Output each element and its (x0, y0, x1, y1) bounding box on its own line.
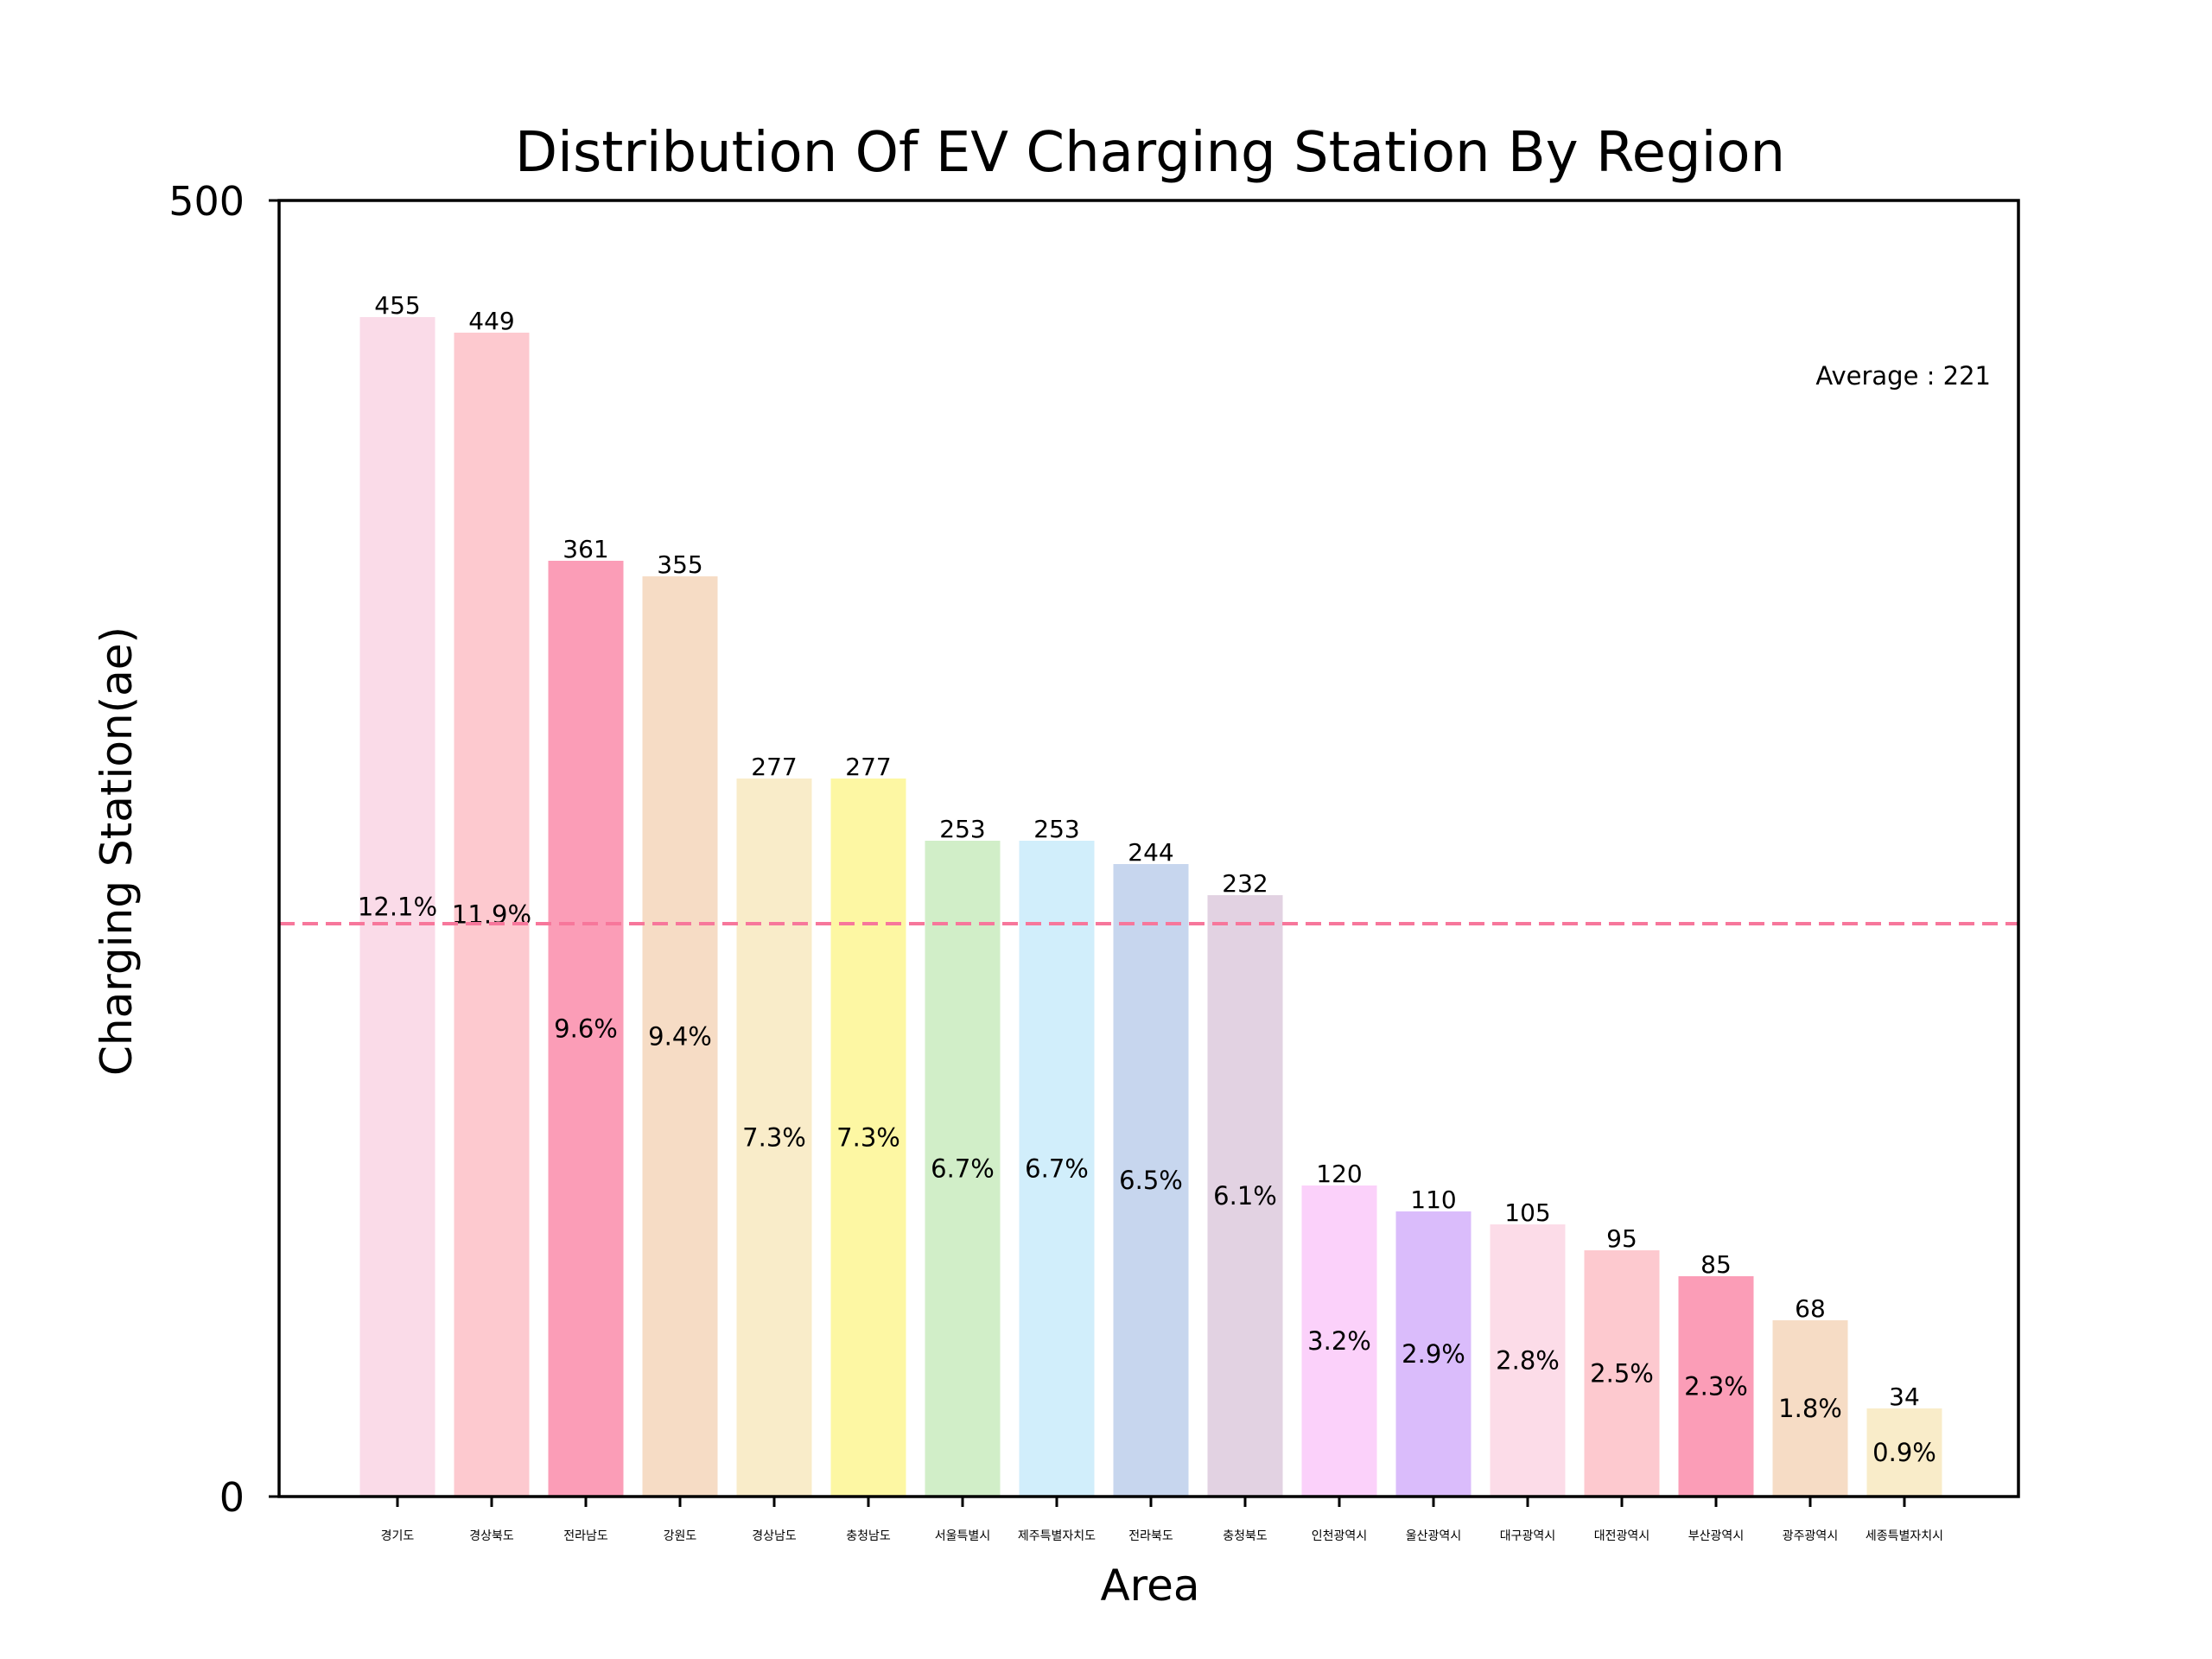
x-tick-label: 전라북도 (1128, 1529, 1173, 1543)
bar-percent-label: 2.9% (1402, 1339, 1465, 1369)
x-tick-label: 광주광역시 (1783, 1529, 1838, 1543)
x-tick-label: 충청남도 (846, 1529, 891, 1543)
bar (359, 317, 435, 1497)
bar-percent-label: 12.1% (358, 893, 437, 922)
bar-value-label: 68 (1795, 1294, 1826, 1323)
bar (1207, 895, 1283, 1497)
bar (736, 779, 812, 1497)
bar-value-label: 253 (939, 815, 985, 843)
x-tick-label: 대전광역시 (1594, 1529, 1649, 1543)
bar-percent-label: 3.2% (1307, 1326, 1371, 1356)
x-tick-label: 경상남도 (752, 1529, 797, 1543)
bar-percent-label: 6.5% (1119, 1166, 1183, 1195)
bar (1490, 1224, 1566, 1497)
bar (1113, 864, 1189, 1497)
x-tick-label: 충청북도 (1223, 1529, 1268, 1543)
bar-value-label: 253 (1033, 815, 1079, 843)
bar (1395, 1211, 1471, 1497)
bar (548, 561, 624, 1497)
x-tick-label: 대구광역시 (1500, 1529, 1555, 1543)
bar-value-label: 105 (1504, 1198, 1550, 1227)
bar-value-label: 455 (374, 291, 420, 320)
bar (1866, 1408, 1942, 1497)
bar (642, 576, 718, 1497)
bar-value-label: 120 (1316, 1160, 1362, 1188)
bar-percent-label: 2.8% (1496, 1346, 1560, 1376)
bar-percent-label: 2.5% (1590, 1359, 1654, 1389)
y-tick-label: 0 (219, 1474, 245, 1521)
x-tick-label: 인천광역시 (1312, 1529, 1367, 1543)
x-axis-label: Area (1100, 1560, 1199, 1611)
x-tick-label: 세종특별자치시 (1866, 1529, 1943, 1543)
bar (454, 333, 530, 1497)
x-tick-label: 전라남도 (563, 1529, 608, 1543)
bar-value-label: 95 (1606, 1224, 1637, 1253)
x-tick-label: 부산광역시 (1688, 1529, 1744, 1543)
bar-percent-label: 1.8% (1778, 1394, 1842, 1423)
bar-value-label: 449 (468, 307, 514, 335)
bar (1584, 1250, 1660, 1497)
bar-value-label: 361 (563, 535, 608, 563)
x-tick-label: 강원도 (664, 1529, 697, 1543)
bar-value-label: 85 (1700, 1250, 1732, 1279)
bar-percent-label: 7.3% (836, 1123, 900, 1153)
bar-percent-label: 6.7% (1025, 1154, 1089, 1184)
bar (1678, 1276, 1754, 1497)
x-tick-label: 울산광역시 (1406, 1529, 1461, 1543)
bar-percent-label: 2.3% (1684, 1372, 1748, 1402)
bar-value-label: 277 (845, 753, 891, 781)
x-tick-label: 경상북도 (469, 1529, 514, 1543)
axes-layer: 0 500 경기도 경상북도 전라남도 강원도 경상남도 충청남도 서울특별시 제주특별자치도 전라… (168, 178, 1943, 1543)
bar-percent-label: 6.7% (931, 1154, 995, 1184)
bar-value-label: 232 (1222, 869, 1268, 898)
x-tick-label: 서울특별시 (935, 1529, 990, 1543)
bar-value-label: 244 (1128, 838, 1173, 867)
y-axis-label: Charging Station(ae) (92, 626, 142, 1076)
bar-value-label: 34 (1889, 1382, 1920, 1411)
bar-value-label: 110 (1410, 1185, 1456, 1214)
x-tick-label: 경기도 (381, 1529, 415, 1543)
chart-title: Distribution Of EV Charging Station By R… (515, 121, 1785, 185)
bar (1301, 1185, 1377, 1497)
bar (925, 841, 1001, 1497)
average-label: Average : 221 (1815, 361, 1991, 391)
bar-percent-label: 0.9% (1872, 1438, 1936, 1467)
bars-layer: 45512.1%44911.9%3619.6%3559.4%2777.3%277… (358, 291, 1942, 1497)
bar (830, 779, 906, 1497)
bar-percent-label: 9.4% (648, 1022, 712, 1052)
bar-value-label: 355 (657, 550, 702, 579)
bar (1772, 1320, 1848, 1497)
bar-percent-label: 6.1% (1213, 1181, 1277, 1211)
bar-percent-label: 7.3% (742, 1123, 806, 1153)
bar (1019, 841, 1095, 1497)
bar-percent-label: 9.6% (554, 1014, 618, 1044)
y-tick-label: 500 (168, 178, 245, 225)
bar-value-label: 277 (751, 753, 797, 781)
x-tick-label: 제주특별자치도 (1018, 1529, 1096, 1543)
plot-frame (277, 199, 2020, 1498)
